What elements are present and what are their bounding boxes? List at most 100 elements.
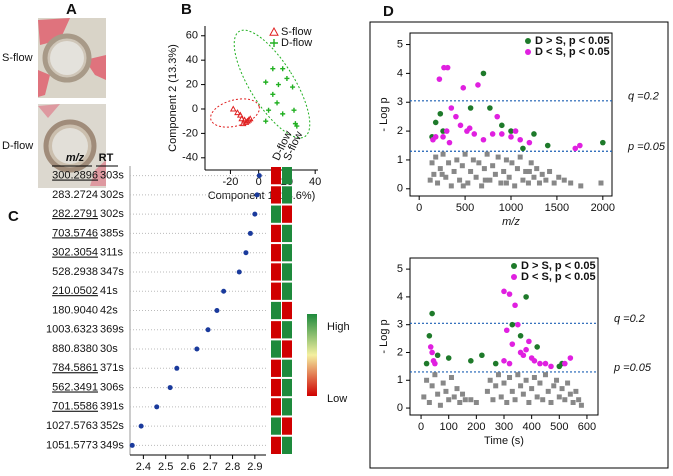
rt-label: 352s bbox=[100, 420, 124, 432]
point bbox=[504, 157, 509, 162]
point bbox=[600, 140, 606, 146]
heat-cell bbox=[271, 206, 281, 223]
point bbox=[452, 169, 457, 174]
point bbox=[562, 361, 568, 367]
point bbox=[525, 38, 531, 44]
point bbox=[465, 181, 470, 186]
point bbox=[276, 82, 281, 87]
mz-label: 1051.5773 bbox=[46, 439, 98, 451]
point bbox=[496, 155, 501, 160]
point bbox=[521, 352, 527, 358]
point bbox=[421, 394, 426, 399]
mz-label: 302.3054 bbox=[52, 247, 98, 259]
panel-frame bbox=[370, 22, 668, 468]
point bbox=[535, 394, 540, 399]
point bbox=[441, 152, 446, 157]
point bbox=[515, 372, 520, 377]
point bbox=[432, 361, 438, 367]
x-tick-label: 2000 bbox=[591, 202, 615, 214]
heat-cell bbox=[271, 437, 281, 454]
legend-label: D-flow bbox=[281, 37, 312, 49]
point bbox=[504, 400, 509, 405]
point bbox=[475, 82, 481, 88]
heat-cell bbox=[282, 302, 292, 319]
point bbox=[496, 372, 501, 377]
y-tick-label: -40 bbox=[182, 152, 198, 164]
x-tick-label: 2.6 bbox=[180, 461, 195, 473]
point bbox=[499, 123, 505, 129]
point bbox=[270, 66, 275, 71]
heat-cell bbox=[271, 244, 281, 261]
point bbox=[424, 378, 429, 383]
y-tick-label: 60 bbox=[186, 30, 198, 42]
point bbox=[501, 358, 507, 364]
y-tick-label: 4 bbox=[397, 67, 403, 79]
point bbox=[485, 389, 490, 394]
point bbox=[290, 85, 295, 90]
rt-label: 311s bbox=[100, 247, 124, 259]
mz-label: 283.2724 bbox=[52, 189, 98, 201]
y-tick-label: 1 bbox=[397, 154, 403, 166]
point bbox=[479, 352, 485, 358]
point bbox=[429, 311, 435, 317]
point bbox=[280, 66, 285, 71]
panel-label: D bbox=[383, 3, 394, 20]
point bbox=[507, 361, 513, 367]
dot bbox=[257, 173, 262, 178]
panel-label: C bbox=[8, 208, 19, 225]
point bbox=[543, 372, 548, 377]
dot bbox=[237, 269, 242, 274]
x-tick-label: 2.7 bbox=[203, 461, 218, 473]
point bbox=[429, 350, 435, 356]
point bbox=[548, 364, 554, 370]
point bbox=[518, 155, 523, 160]
column-header: RT bbox=[99, 152, 114, 164]
point bbox=[511, 274, 517, 280]
point bbox=[447, 140, 453, 146]
point bbox=[521, 392, 526, 397]
point bbox=[517, 137, 523, 143]
point bbox=[263, 119, 268, 124]
point bbox=[487, 105, 493, 111]
y-tick-label: 0 bbox=[192, 103, 198, 115]
point bbox=[438, 111, 444, 117]
point bbox=[481, 71, 487, 77]
point bbox=[284, 76, 289, 81]
point bbox=[270, 39, 278, 47]
point bbox=[562, 397, 567, 402]
heat-cell bbox=[282, 340, 292, 357]
mz-label: 880.8380 bbox=[52, 343, 98, 355]
point bbox=[501, 169, 506, 174]
point bbox=[457, 400, 462, 405]
point bbox=[560, 386, 565, 391]
point bbox=[568, 392, 573, 397]
x-tick-label: 500 bbox=[550, 421, 568, 433]
point bbox=[549, 400, 554, 405]
point bbox=[280, 111, 285, 116]
point bbox=[545, 143, 551, 149]
dot bbox=[168, 385, 173, 390]
point bbox=[430, 383, 435, 388]
heat-cell bbox=[271, 379, 281, 396]
heat-cell bbox=[282, 360, 292, 377]
point bbox=[507, 175, 512, 180]
point bbox=[578, 183, 583, 188]
scale-label: Low bbox=[327, 393, 347, 405]
point bbox=[493, 172, 498, 177]
point bbox=[476, 160, 481, 165]
point bbox=[444, 128, 450, 134]
point bbox=[515, 322, 521, 328]
heat-cell bbox=[282, 225, 292, 242]
heat-cell bbox=[282, 321, 292, 338]
point bbox=[441, 381, 446, 386]
point bbox=[515, 166, 520, 171]
x-tick-label: 0 bbox=[416, 202, 422, 214]
x-axis-label: Time (s) bbox=[484, 435, 524, 447]
point bbox=[576, 397, 581, 402]
point bbox=[531, 175, 536, 180]
dot bbox=[214, 308, 219, 313]
point bbox=[438, 403, 443, 408]
point bbox=[427, 400, 432, 405]
x-axis-label: Component 1 (14.6%) bbox=[208, 190, 316, 202]
point bbox=[483, 178, 488, 183]
